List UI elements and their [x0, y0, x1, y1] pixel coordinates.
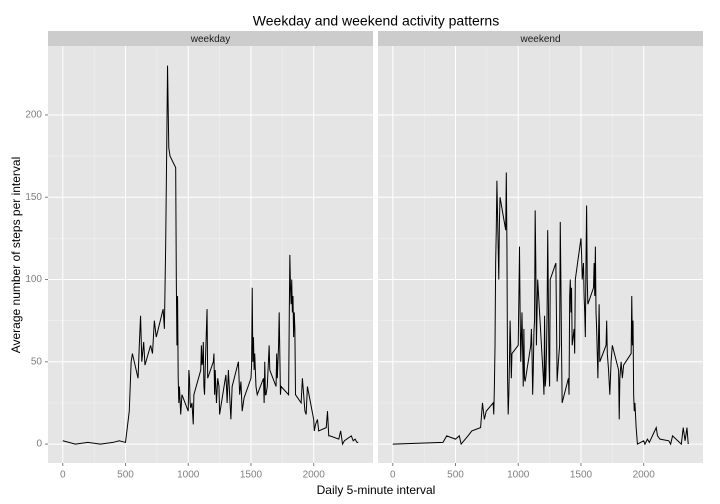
- y-tick-label: 150: [25, 192, 42, 203]
- x-tick-label: 2000: [303, 470, 326, 481]
- x-tick-label: 500: [117, 470, 134, 481]
- y-axis-title: Average number of steps per interval: [9, 157, 23, 354]
- y-tick-label: 200: [25, 110, 42, 121]
- x-tick-label: 1500: [570, 470, 593, 481]
- panel-background: [48, 46, 373, 463]
- x-tick-label: 1000: [177, 470, 200, 481]
- chart-title: Weekday and weekend activity patterns: [253, 13, 499, 29]
- data-line: [62, 65, 359, 446]
- strip-label: weekend: [519, 34, 560, 45]
- x-tick-label: 1000: [507, 470, 530, 481]
- x-axis-title: Daily 5-minute interval: [317, 483, 436, 497]
- y-tick-label: 100: [25, 274, 42, 285]
- strip-label: weekday: [190, 34, 230, 45]
- x-tick-label: 2000: [633, 470, 656, 481]
- strip-background: [48, 31, 373, 46]
- x-tick-label: 0: [390, 470, 396, 481]
- data-line: [392, 172, 689, 446]
- x-tick-label: 1500: [240, 470, 263, 481]
- x-tick-label: 500: [447, 470, 464, 481]
- y-tick-label: 50: [31, 356, 43, 367]
- panel-background: [378, 46, 703, 463]
- y-tick-label: 0: [36, 439, 42, 450]
- x-tick-label: 0: [60, 470, 66, 481]
- strip-background: [378, 31, 703, 46]
